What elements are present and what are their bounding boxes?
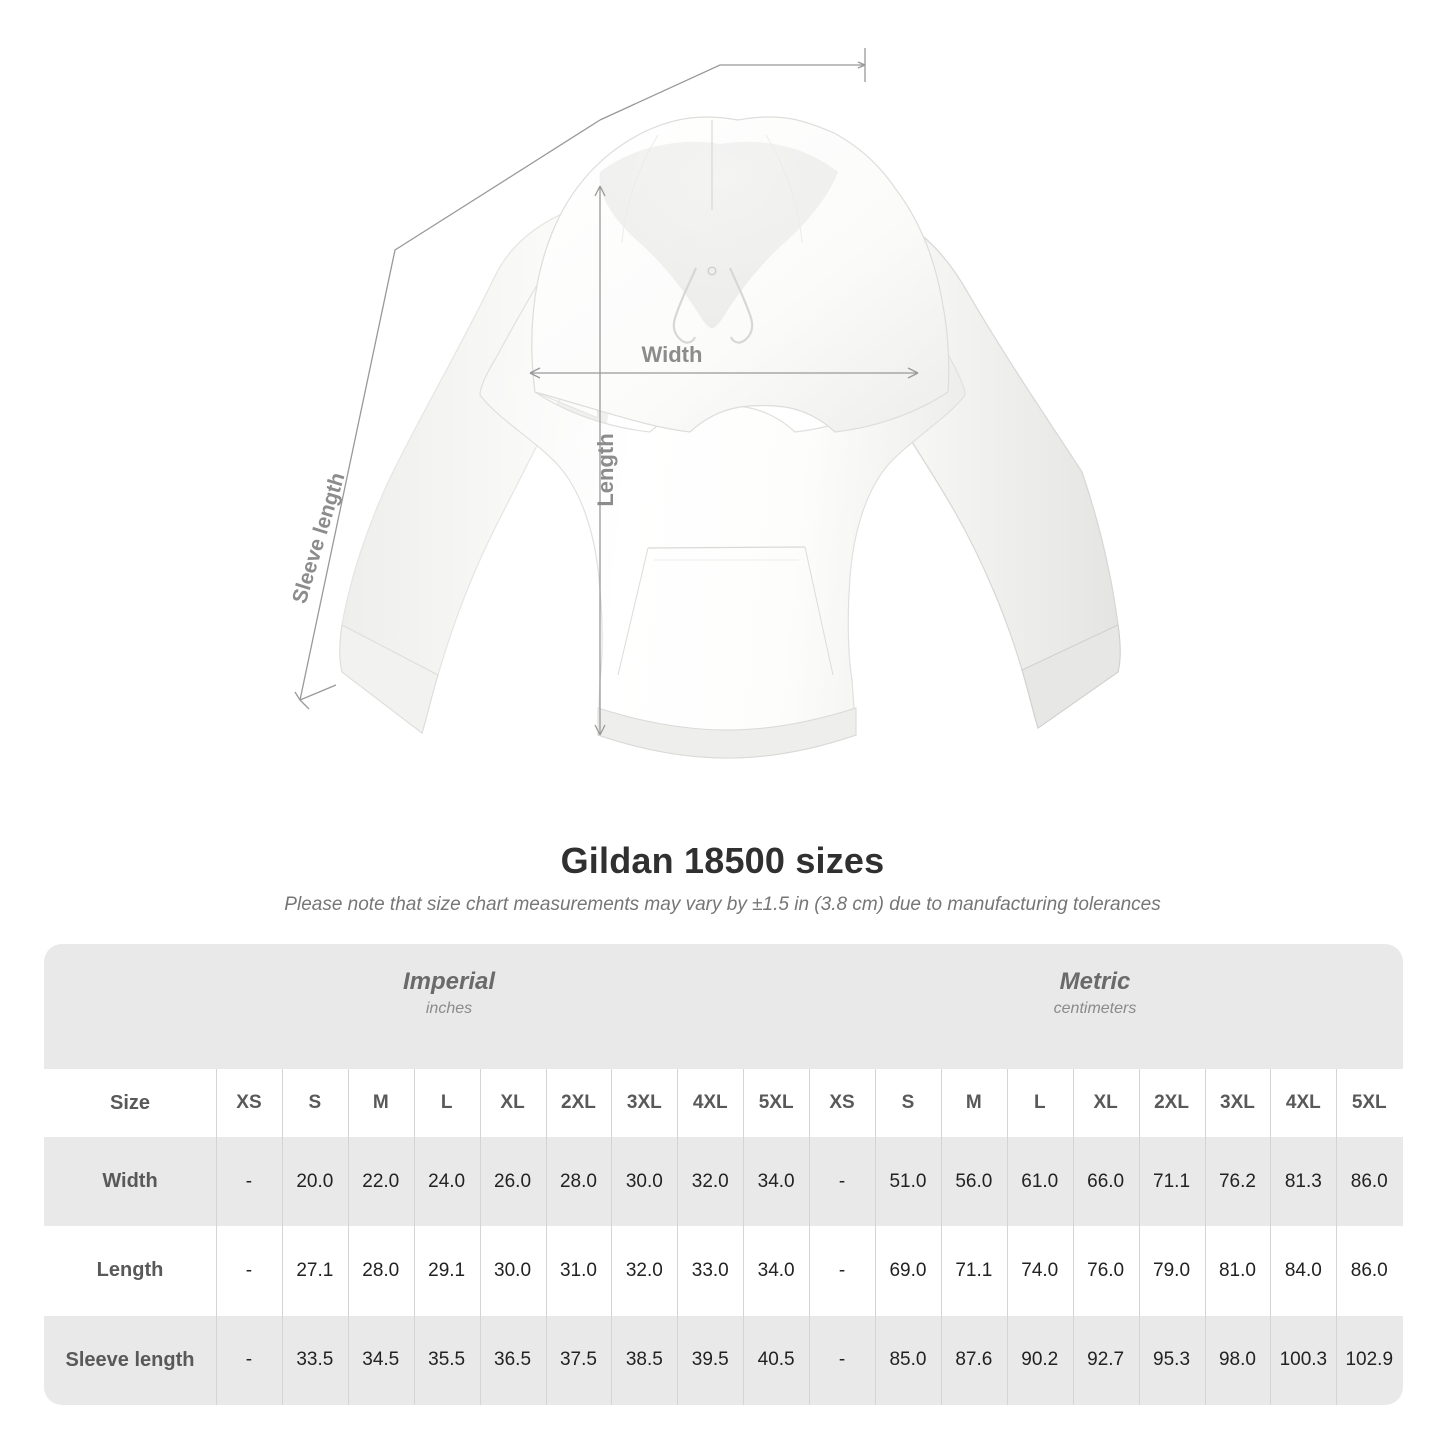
svg-text:Length: Length — [593, 433, 618, 506]
svg-text:Sleeve length: Sleeve length — [288, 470, 350, 606]
svg-text:Width: Width — [642, 342, 703, 367]
